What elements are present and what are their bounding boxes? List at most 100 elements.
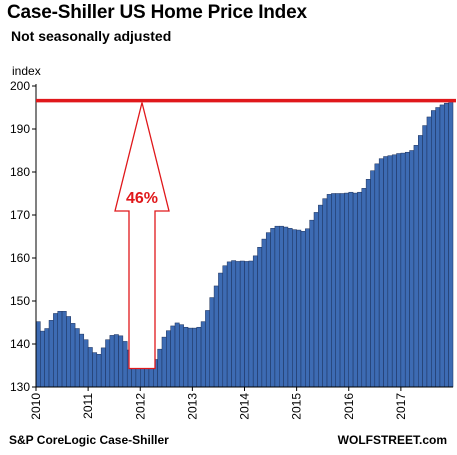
- y-tick-label-170: 170: [10, 208, 30, 222]
- bar-2017-01: [400, 152, 406, 388]
- bar-2016-10: [387, 155, 393, 388]
- x-tick-labels: 2010 2011 2012 2013 2014 2015 2016 2017: [29, 387, 408, 420]
- bar-2012-08: [170, 325, 176, 388]
- bar-2017-08: [431, 110, 436, 388]
- bar-2016-02: [352, 192, 358, 388]
- bar-2013-08: [222, 265, 228, 388]
- bar-2017-04: [413, 145, 419, 388]
- bar-2011-06: [109, 335, 115, 388]
- y-tick-label-140: 140: [10, 337, 30, 351]
- chart-title: Case-Shiller US Home Price Index: [7, 2, 307, 23]
- bar-2015-11: [339, 193, 345, 388]
- bar-2015-05: [313, 212, 319, 388]
- bar-2012-07: [166, 330, 171, 388]
- x-tick-label-2015: 2015: [290, 393, 304, 420]
- y-tick-label-180: 180: [10, 165, 30, 179]
- bar-2016-03: [357, 191, 363, 388]
- bar-2016-11: [391, 154, 397, 388]
- bar-2011-09: [122, 341, 128, 388]
- bar-2013-04: [205, 310, 211, 388]
- bar-2016-06: [370, 170, 376, 388]
- bar-2017-11: [444, 102, 449, 388]
- y-tick-label-160: 160: [10, 251, 30, 265]
- bar-2017-12: [448, 100, 454, 388]
- bar-2017-03: [409, 150, 415, 388]
- bar-2012-11: [183, 326, 189, 388]
- bar-2015-12: [344, 192, 350, 388]
- bar-2012-06: [161, 336, 167, 388]
- bar-2016-05: [365, 179, 371, 388]
- bar-2014-12: [292, 229, 297, 388]
- bar-2010-03: [44, 328, 50, 388]
- bar-2010-04: [48, 320, 54, 388]
- bar-2016-07: [374, 163, 380, 388]
- x-tick-label-2010: 2010: [29, 393, 43, 420]
- bar-2010-01: [35, 321, 41, 388]
- bar-2011-07: [113, 334, 119, 388]
- bar-2010-08: [66, 316, 72, 388]
- bar-2010-09: [70, 323, 76, 388]
- bar-2014-04: [257, 247, 263, 388]
- bar-2016-12: [396, 153, 402, 388]
- bar-2014-01: [244, 261, 250, 388]
- x-tick-label-2014: 2014: [238, 393, 252, 420]
- bar-2014-05: [261, 238, 267, 388]
- bar-2010-05: [53, 313, 58, 388]
- bar-2013-09: [226, 261, 232, 388]
- bar-2013-02: [196, 326, 202, 388]
- bar-2010-11: [79, 333, 85, 388]
- percent-change-label: 46%: [126, 190, 158, 207]
- bar-2012-01: [140, 366, 145, 388]
- bar-2015-02: [300, 231, 306, 388]
- y-tick-label-200: 200: [10, 79, 30, 93]
- bar-series: [35, 100, 454, 388]
- y-tick-label-190: 190: [10, 122, 30, 136]
- bar-2013-12: [239, 260, 245, 388]
- bar-2012-05: [157, 348, 163, 388]
- bar-2015-09: [331, 193, 336, 388]
- y-tick-label-130: 130: [10, 380, 30, 394]
- bar-2016-08: [378, 158, 384, 388]
- bar-2014-08: [274, 225, 280, 388]
- bar-2015-06: [318, 204, 323, 388]
- bar-2011-05: [105, 339, 111, 388]
- bar-2011-03: [96, 354, 102, 388]
- brand-credit: WOLFSTREET.com: [337, 433, 447, 447]
- bar-2010-10: [74, 328, 80, 388]
- bar-2013-05: [209, 297, 215, 388]
- bar-2015-04: [309, 219, 315, 388]
- bar-2017-06: [422, 125, 428, 388]
- x-tick-label-2012: 2012: [133, 393, 147, 420]
- y-axis-label: index: [12, 64, 41, 78]
- bar-2016-09: [383, 156, 389, 388]
- y-tick-labels: 130 140 150 160 170 180 190 200: [10, 79, 36, 394]
- x-tick-label-2016: 2016: [342, 393, 356, 420]
- increase-arrow: [114, 102, 170, 370]
- bar-2014-06: [265, 232, 271, 388]
- bar-2017-09: [435, 107, 441, 388]
- bar-2016-04: [361, 188, 367, 388]
- bar-2011-01: [87, 347, 93, 388]
- bar-2014-09: [279, 225, 284, 388]
- bar-2010-02: [40, 330, 45, 388]
- bar-2014-02: [248, 260, 254, 388]
- y-tick-label-150: 150: [10, 294, 30, 308]
- bar-2017-05: [418, 135, 423, 388]
- bar-2017-07: [426, 116, 432, 388]
- bar-2015-07: [322, 198, 328, 388]
- bar-2014-10: [283, 226, 289, 388]
- bar-2011-02: [92, 352, 98, 388]
- bar-2017-10: [439, 104, 445, 388]
- bar-2014-07: [270, 228, 276, 388]
- bar-2012-02: [144, 368, 150, 388]
- bar-2015-01: [296, 229, 302, 388]
- bar-2015-10: [335, 193, 341, 388]
- bar-2013-03: [200, 321, 206, 388]
- source-credit: S&P CoreLogic Case-Shiller: [9, 433, 169, 447]
- bar-2012-09: [174, 322, 180, 388]
- bar-2011-04: [100, 347, 106, 388]
- bar-2012-12: [187, 327, 193, 388]
- bar-2013-11: [235, 261, 241, 388]
- bar-2013-10: [231, 260, 237, 388]
